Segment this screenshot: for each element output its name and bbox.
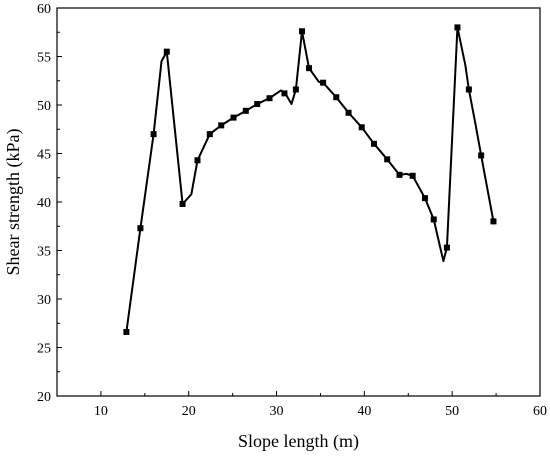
y-tick-label: 30	[37, 293, 51, 308]
x-tick-label: 60	[533, 404, 547, 419]
data-series	[123, 24, 497, 335]
x-tick-label: 10	[94, 404, 108, 419]
y-tick-label: 60	[37, 2, 51, 17]
data-point-marker	[292, 86, 299, 93]
y-tick-label: 35	[37, 245, 51, 260]
x-tick-label: 30	[270, 404, 284, 419]
data-point-marker	[396, 171, 403, 178]
data-point-marker	[230, 114, 237, 121]
data-point-marker	[266, 95, 273, 102]
y-tick-label: 50	[37, 99, 51, 114]
data-point-marker	[490, 218, 497, 225]
data-point-marker	[333, 94, 340, 101]
y-tick-label: 45	[37, 148, 51, 163]
data-point-marker	[345, 109, 352, 116]
data-point-marker	[478, 152, 485, 159]
data-point-marker	[163, 48, 170, 55]
data-point-marker	[206, 131, 213, 138]
data-point-marker	[454, 24, 461, 31]
data-point-marker	[358, 124, 365, 131]
data-point-marker	[306, 65, 313, 72]
x-tick-label: 40	[357, 404, 371, 419]
y-tick-label: 25	[37, 342, 51, 357]
series-line	[125, 26, 495, 333]
x-axis-title: Slope length (m)	[238, 431, 359, 452]
data-point-marker	[409, 172, 416, 179]
y-tick-label: 55	[37, 51, 51, 66]
data-point-marker	[179, 200, 186, 207]
data-point-marker	[384, 156, 391, 163]
data-point-marker	[218, 122, 225, 129]
y-tick-label: 20	[37, 390, 51, 405]
data-point-marker	[320, 79, 327, 86]
data-point-marker	[194, 157, 201, 164]
x-tick-label: 20	[182, 404, 196, 419]
y-axis-title: Shear strength (kPa)	[3, 129, 24, 276]
data-point-marker	[242, 107, 249, 114]
data-point-marker	[123, 328, 130, 335]
data-point-marker	[254, 101, 261, 108]
data-point-marker	[281, 90, 288, 97]
y-tick-label: 40	[37, 196, 51, 211]
data-point-marker	[150, 131, 157, 138]
data-point-marker	[137, 225, 144, 232]
data-point-marker	[443, 244, 450, 251]
data-point-marker	[465, 86, 472, 93]
x-tick-label: 50	[445, 404, 459, 419]
plot-frame	[56, 7, 541, 397]
tick-labels: 10 20 30 40 50 60 20 25 30 35 40 45 50 55 60	[37, 2, 547, 419]
data-point-marker	[299, 28, 306, 35]
data-point-marker	[371, 140, 378, 147]
data-point-marker	[421, 195, 428, 202]
data-point-marker	[430, 216, 437, 223]
